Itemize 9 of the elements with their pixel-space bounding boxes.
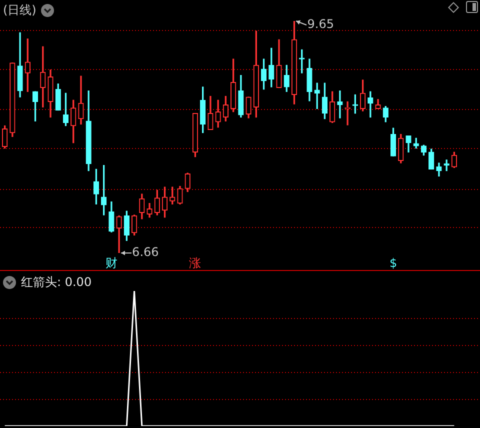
text: 涨 [189, 256, 202, 270]
annotation: 9.65 [307, 17, 334, 32]
chart-title: (日线) [3, 3, 36, 17]
text: 财 [105, 256, 118, 270]
chart-title: 红箭头: 0.00 [21, 275, 92, 289]
text: $ [389, 256, 398, 270]
candlestick [337, 90, 343, 118]
annotation: 6.66 [132, 245, 159, 260]
candlestick [444, 160, 450, 172]
